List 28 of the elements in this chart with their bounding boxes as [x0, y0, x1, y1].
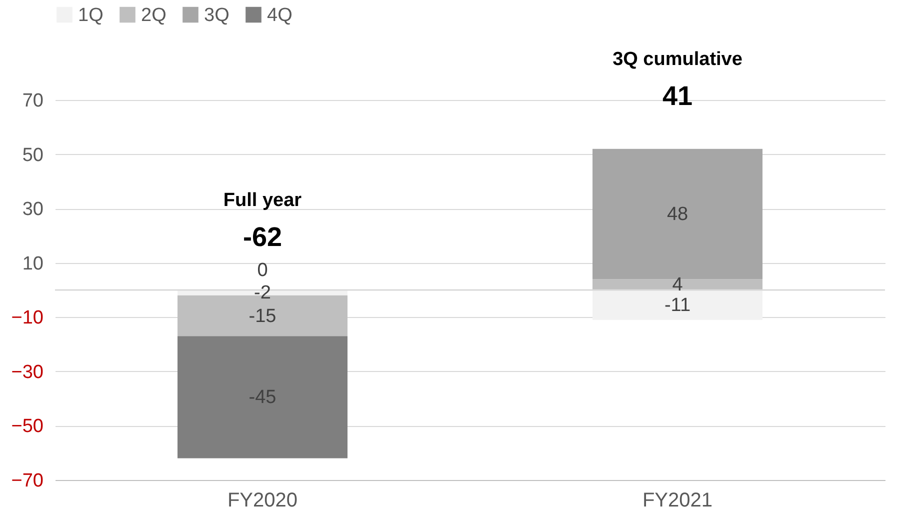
legend-label: 3Q — [204, 4, 230, 26]
data-label: -2 — [254, 282, 271, 304]
total-label: 41 — [662, 80, 693, 111]
bar — [178, 336, 348, 458]
legend-label: 1Q — [78, 4, 104, 26]
y-tick-label: −30 — [11, 362, 44, 383]
y-tick-label: 50 — [22, 144, 44, 166]
y-tick-label: 30 — [22, 199, 44, 220]
bar — [592, 290, 762, 320]
data-label: 4 — [672, 274, 684, 296]
data-label: 48 — [666, 204, 688, 225]
y-tick-label: −10 — [11, 308, 44, 329]
annotation: Full year — [223, 190, 302, 211]
y-tick-label: 10 — [22, 253, 44, 274]
data-label: -11 — [664, 294, 691, 316]
y-tick-label: −70 — [11, 470, 44, 492]
data-label: -15 — [248, 306, 276, 327]
y-tick-label: 70 — [22, 90, 44, 112]
data-label: -45 — [248, 387, 276, 408]
y-tick-label: −50 — [11, 416, 44, 438]
total-label: -62 — [242, 222, 282, 252]
text: 3Q cumulative — [612, 48, 742, 70]
legend-label: 2Q — [141, 4, 166, 26]
x-tick-label: FY2021 — [642, 490, 713, 512]
data-label: 0 — [257, 260, 268, 281]
bar — [592, 279, 762, 290]
legend-label: 4Q — [267, 4, 292, 26]
x-tick-label: FY2020 — [227, 490, 298, 512]
